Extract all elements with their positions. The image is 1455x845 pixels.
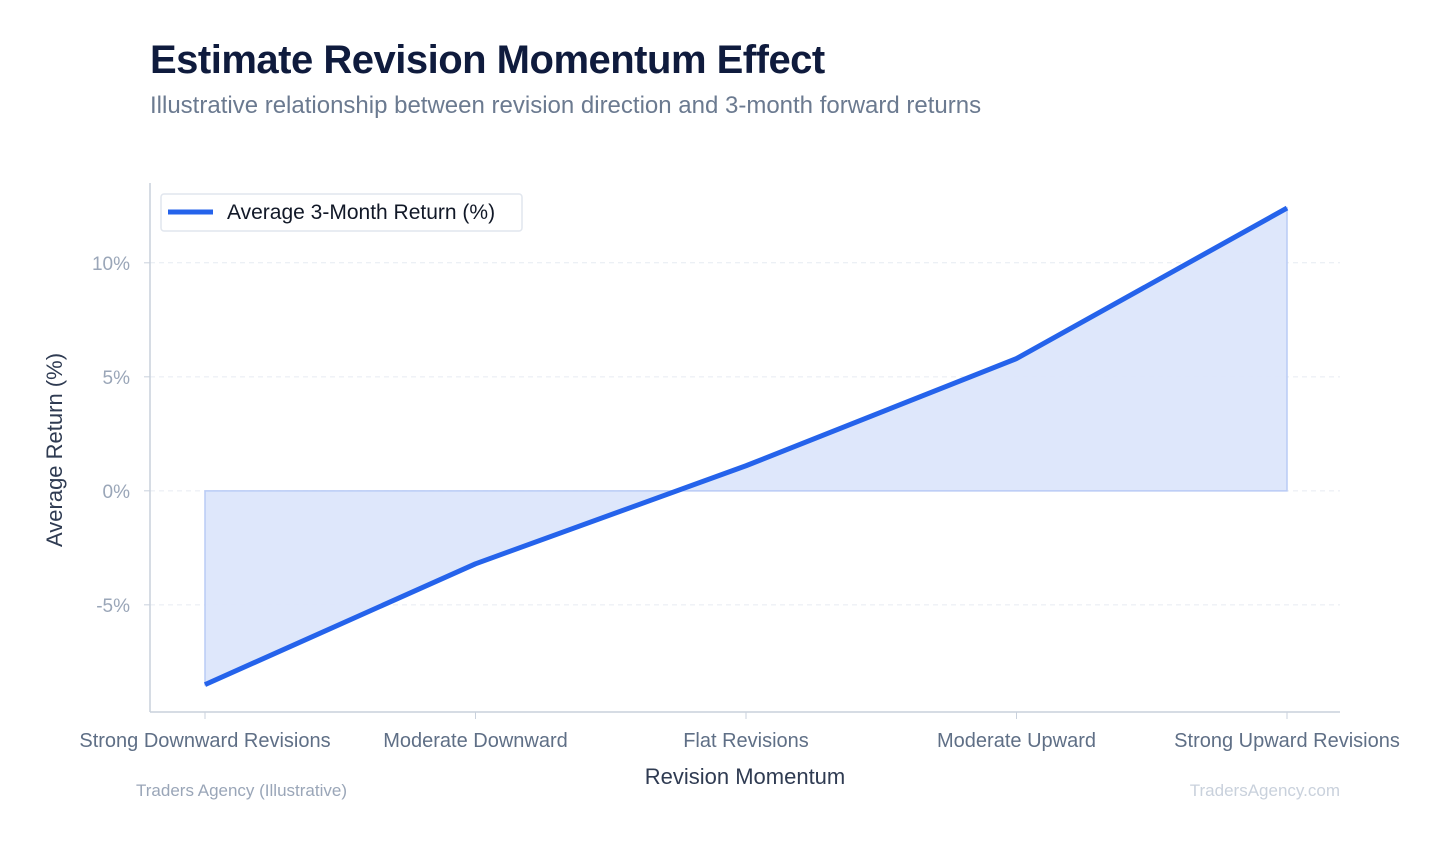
y-tick-label: 5% [103,368,131,389]
source-note: Traders Agency (Illustrative) [136,781,347,800]
chart-title: Estimate Revision Momentum Effect [150,38,825,82]
chart-subtitle: Illustrative relationship between revisi… [150,92,982,119]
y-tick-label: 0% [103,482,131,503]
y-axis-title: Average Return (%) [42,353,67,547]
legend: Average 3-Month Return (%) [160,193,523,232]
brand-watermark: TradersAgency.com [1190,781,1340,800]
x-axis-ticks: Strong Downward Revisions Moderate Downwa… [79,712,1400,752]
x-tick-label: Strong Downward Revisions [79,730,330,752]
x-tick-label: Flat Revisions [683,730,809,752]
y-tick-label: 10% [92,254,130,275]
series-line [203,205,1289,687]
x-tick-label: Moderate Upward [937,730,1096,752]
legend-label: Average 3-Month Return (%) [227,201,495,224]
x-tick-label: Moderate Downward [383,730,568,752]
y-axis-ticks: -5% 0% 5% 10% [92,254,150,617]
legend-box [160,193,523,232]
x-axis-title: Revision Momentum [645,764,846,789]
x-tick-label: Strong Upward Revisions [1174,730,1400,752]
y-tick-label: -5% [96,596,130,617]
